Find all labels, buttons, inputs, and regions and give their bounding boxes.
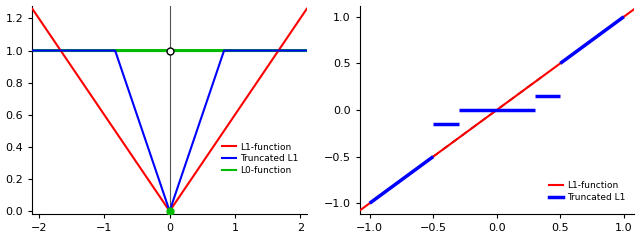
Legend: L1-function, Truncated L1, L0-function: L1-function, Truncated L1, L0-function (219, 139, 302, 179)
Legend: L1-function, Truncated L1: L1-function, Truncated L1 (546, 178, 630, 206)
